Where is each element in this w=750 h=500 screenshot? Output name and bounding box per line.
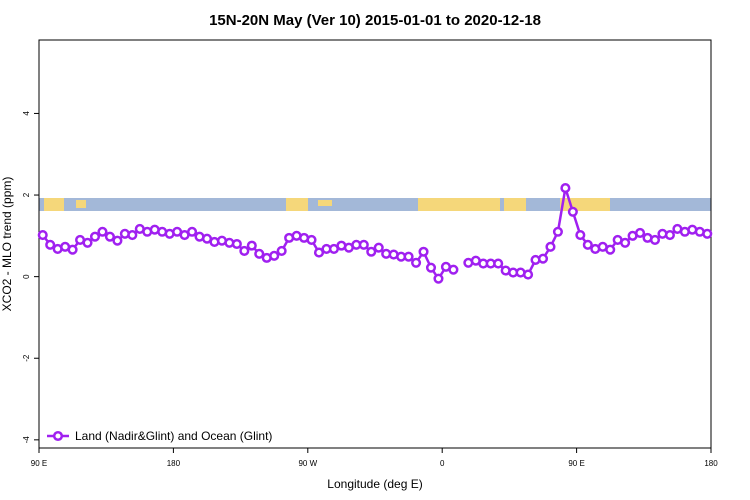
data-point	[567, 206, 578, 217]
data-point	[448, 264, 459, 275]
y-tick-label: -4	[22, 436, 31, 444]
y-tick-label: -2	[22, 354, 31, 362]
x-tick-label: 90 E	[568, 459, 584, 468]
map-strip	[39, 198, 711, 211]
plot-frame	[38, 39, 712, 449]
y-tick-label: 2	[22, 192, 31, 197]
y-tick-label: 0	[22, 274, 31, 279]
data-point	[403, 251, 414, 262]
data-point	[306, 234, 317, 245]
x-tick-label: 90 E	[31, 459, 47, 468]
data-point	[545, 241, 556, 252]
data-point	[582, 239, 593, 250]
data-point	[246, 240, 257, 251]
data-point	[620, 237, 631, 248]
data-point	[425, 262, 437, 273]
y-tick-label: 4	[22, 111, 31, 116]
data-point	[664, 229, 675, 241]
data-point	[537, 253, 549, 264]
data-point	[254, 248, 265, 259]
data-point	[82, 237, 93, 248]
data-point	[37, 229, 48, 241]
data-point	[605, 244, 616, 255]
data-point	[104, 231, 115, 242]
data-point	[112, 235, 123, 246]
data-point	[89, 231, 101, 242]
data-point	[702, 228, 713, 239]
legend-marker	[52, 430, 64, 442]
x-tick-label: 180	[167, 459, 181, 468]
data-point	[231, 238, 242, 250]
data-point	[313, 247, 325, 258]
data-point	[560, 183, 571, 194]
data-point	[67, 244, 78, 255]
data-point	[276, 245, 287, 256]
data-point	[358, 239, 369, 250]
data-point	[373, 242, 384, 253]
data-point	[366, 246, 377, 257]
x-tick-label: 90 W	[298, 459, 317, 468]
data-point	[269, 250, 280, 261]
data-point	[433, 273, 444, 284]
data-point	[45, 239, 56, 250]
data-point	[523, 269, 534, 280]
data-point	[97, 226, 108, 237]
data-point	[187, 226, 198, 237]
data-point	[552, 226, 563, 237]
chart-title: 15N-20N May (Ver 10) 2015-01-01 to 2020-…	[209, 12, 541, 29]
data-point	[635, 227, 646, 239]
legend-label: Land (Nadir&Glint) and Ocean (Glint)	[75, 429, 272, 443]
x-tick-label: 180	[704, 459, 718, 468]
x-axis-label: Longitude (deg E)	[327, 477, 422, 491]
data-point	[411, 257, 422, 268]
x-tick-label: 0	[440, 459, 445, 468]
data-point	[649, 234, 661, 245]
data-point	[239, 245, 250, 256]
data-point	[493, 258, 504, 269]
data-point	[127, 229, 138, 241]
data-point	[418, 246, 429, 257]
data-point	[575, 229, 586, 241]
y-axis-label: XCO2 - MLO trend (ppm)	[0, 177, 14, 312]
